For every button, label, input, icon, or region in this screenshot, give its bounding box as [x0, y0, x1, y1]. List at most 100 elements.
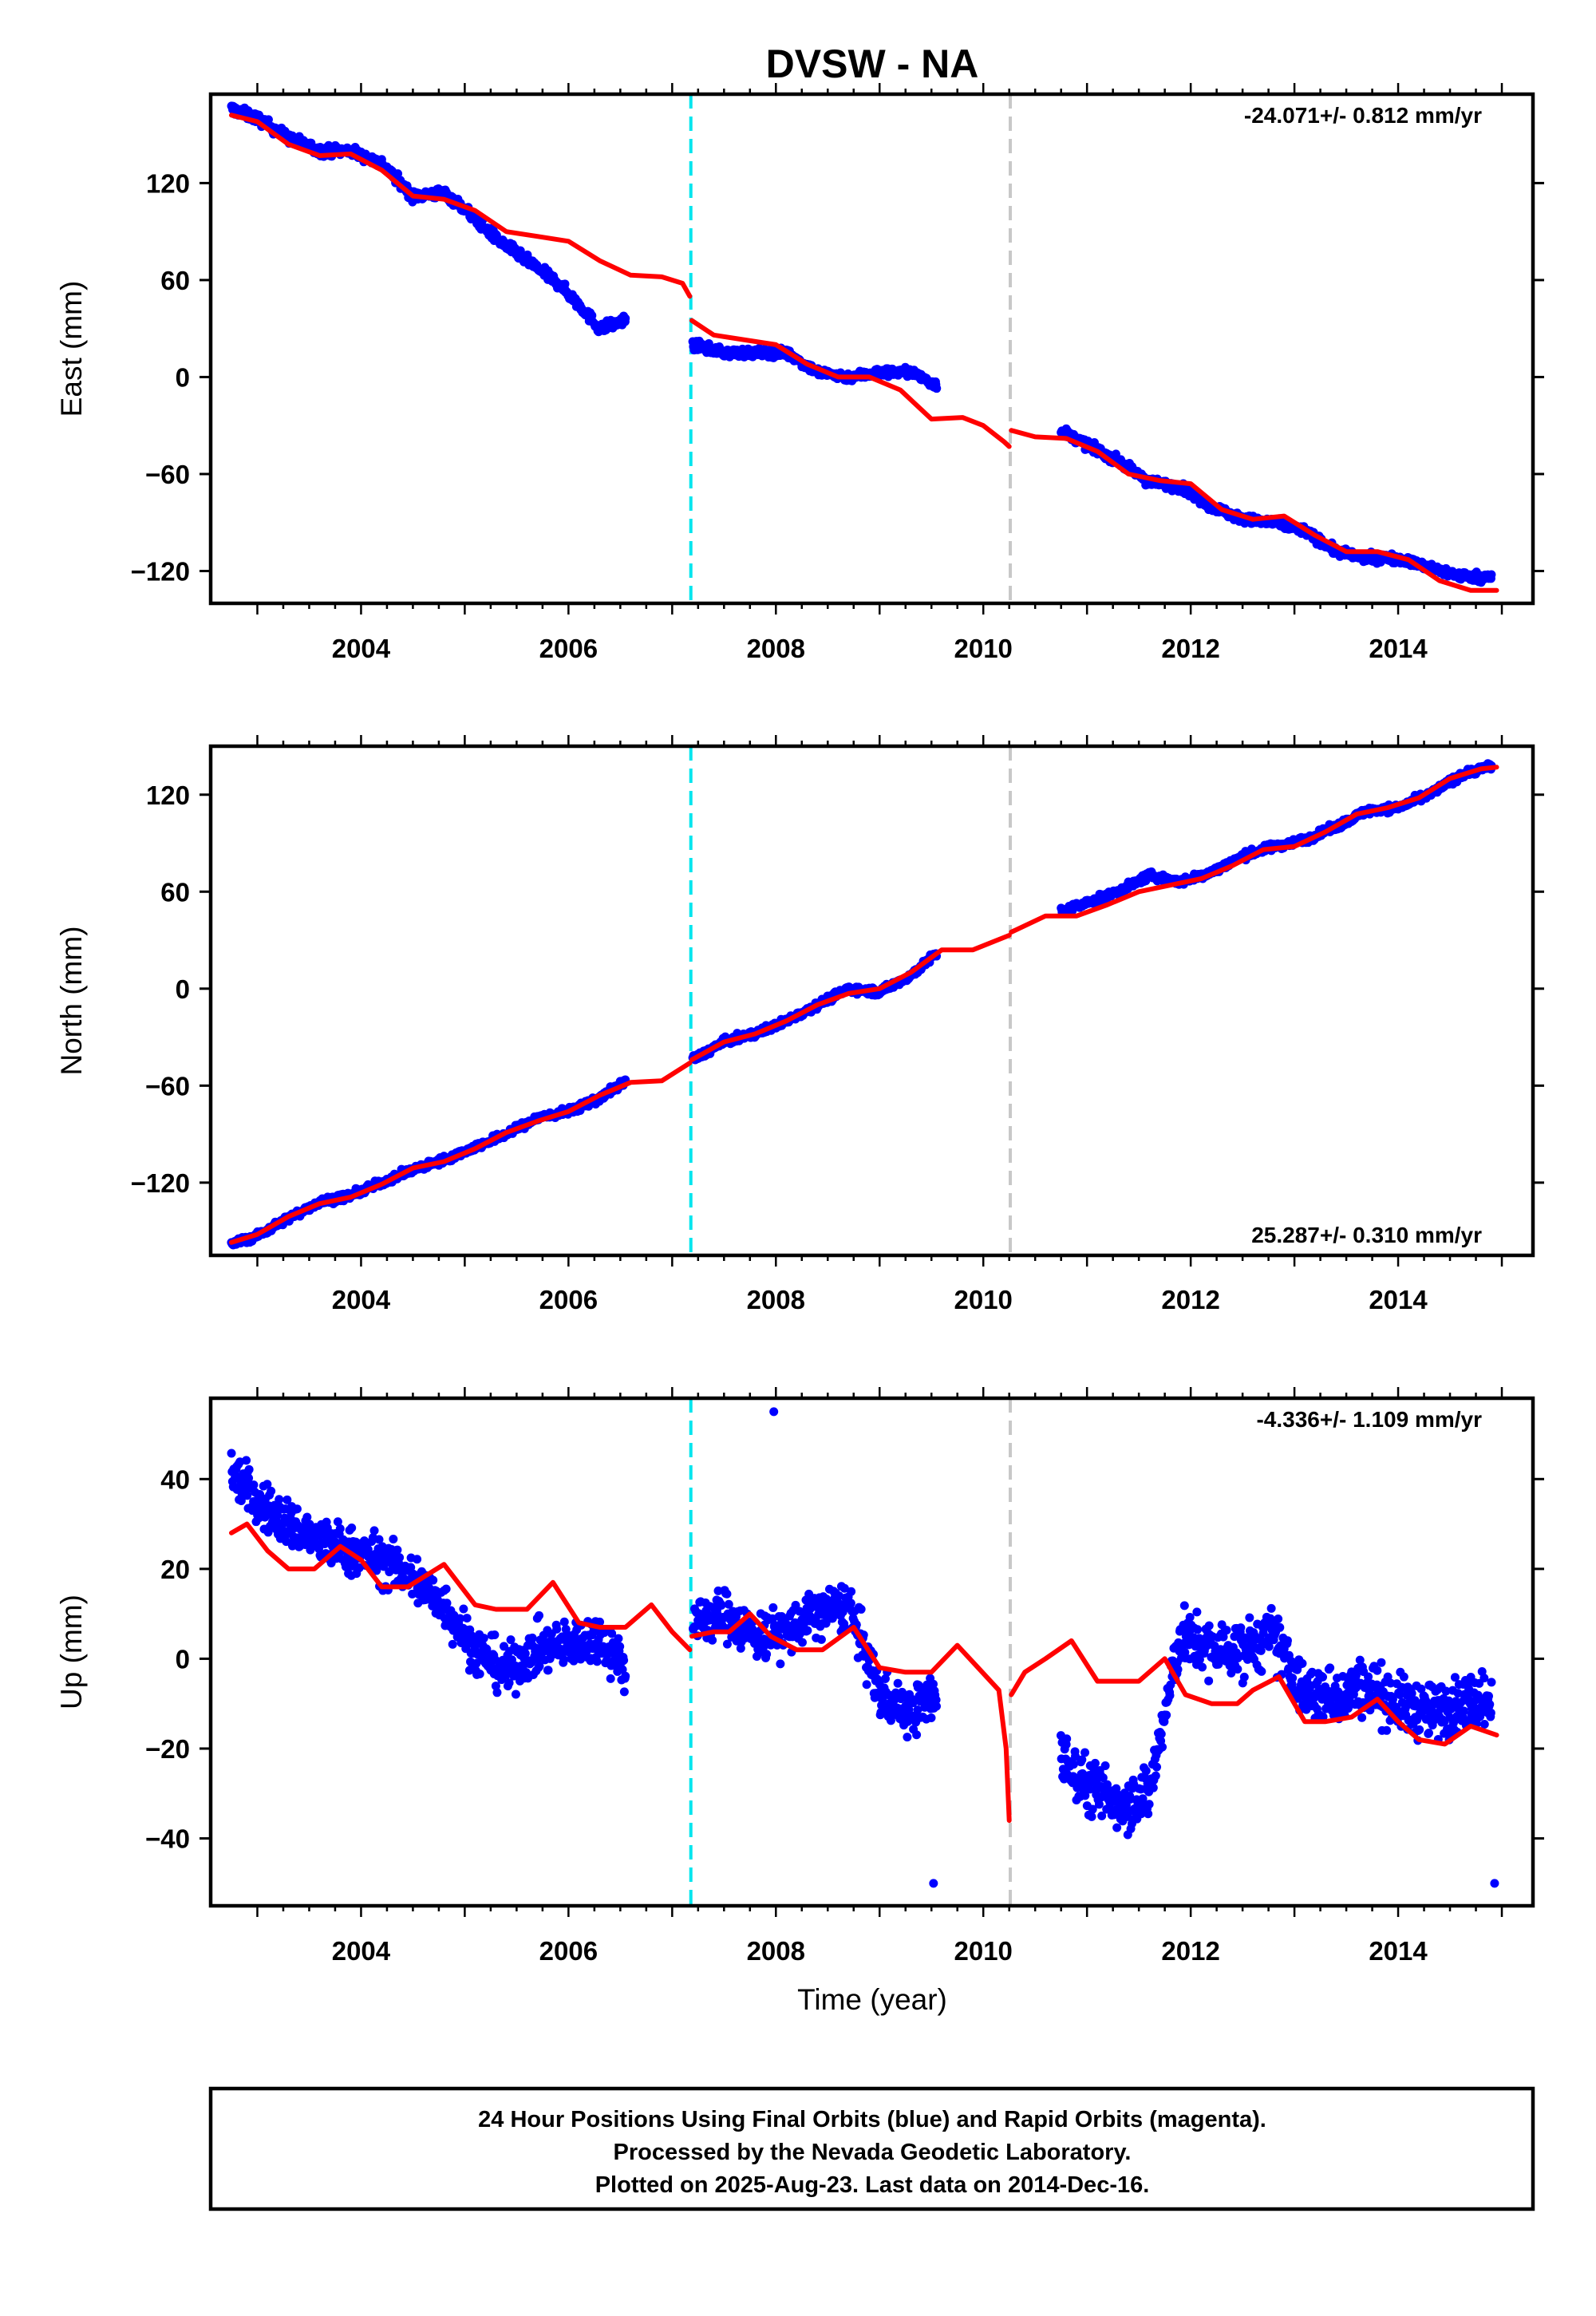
observation-point	[776, 1659, 785, 1669]
observation-point	[592, 1657, 602, 1666]
observation-point	[618, 1665, 627, 1674]
observation-point	[263, 115, 273, 124]
model-line	[229, 113, 693, 299]
observation-point	[413, 1555, 422, 1564]
observation-point	[708, 1635, 717, 1645]
observation-point	[816, 1634, 826, 1644]
observation-point	[263, 1480, 272, 1489]
y-tick-label: −60	[145, 460, 190, 489]
observation-point	[395, 1553, 405, 1563]
observation-point	[621, 314, 630, 323]
observation-point	[615, 1642, 625, 1651]
observation-point	[535, 1662, 544, 1671]
observation-point	[441, 1584, 451, 1594]
observation-point	[267, 1486, 276, 1496]
observation-point	[846, 1599, 855, 1608]
observation-point	[932, 384, 942, 393]
observation-point	[393, 1545, 402, 1555]
y-tick-label: 0	[176, 974, 190, 1004]
observation-point	[236, 1496, 246, 1505]
plot-frame	[208, 744, 1535, 1258]
observation-point	[504, 1678, 514, 1688]
observation-points	[227, 759, 1496, 1250]
rate-label: -24.071+/- 0.812 mm/yr	[1244, 103, 1482, 128]
observation-point	[292, 1504, 302, 1514]
observation-point	[462, 1614, 472, 1623]
observation-point	[856, 1604, 866, 1614]
observation-point	[784, 1624, 793, 1634]
observation-point	[722, 1639, 732, 1649]
observation-point	[243, 1491, 252, 1500]
y-tick-label: 120	[146, 168, 190, 198]
observation-point	[242, 1456, 251, 1465]
observation-point	[560, 279, 570, 289]
observation-point	[275, 1495, 284, 1504]
observation-point	[335, 1524, 345, 1534]
observation-point	[273, 1510, 282, 1520]
observation-point	[736, 1643, 745, 1653]
observation-point	[527, 1633, 537, 1642]
observation-point	[619, 1687, 629, 1697]
observation-point	[389, 1535, 398, 1544]
plot-area	[227, 1398, 1499, 1906]
x-tick-label: 2014	[1369, 1285, 1428, 1314]
observation-point	[506, 1635, 516, 1645]
y-tick-label: −120	[131, 556, 190, 586]
observation-point	[559, 1617, 569, 1626]
observation-point	[374, 1535, 384, 1544]
observation-point	[492, 1688, 502, 1697]
y-axis-label: North (mm)	[55, 926, 88, 1075]
observation-point	[511, 1690, 520, 1699]
observation-point	[282, 1537, 291, 1547]
observation-point	[490, 1630, 500, 1639]
observation-point	[408, 1589, 417, 1599]
observation-point	[282, 1495, 292, 1504]
x-tick-label: 2010	[954, 634, 1012, 663]
observation-points	[227, 101, 1496, 587]
observation-point	[429, 1575, 438, 1585]
observation-point	[244, 1473, 254, 1483]
observation-point	[302, 1512, 312, 1522]
observation-point	[862, 1680, 871, 1690]
observation-point	[442, 1599, 452, 1608]
y-tick-label: 0	[176, 362, 190, 392]
observation-point	[768, 1603, 778, 1612]
x-tick-label: 2008	[747, 634, 805, 663]
observation-point	[606, 1674, 615, 1683]
y-tick-label: 60	[160, 266, 190, 295]
y-tick-label: −60	[145, 1071, 190, 1101]
x-tick-label: 2004	[332, 1285, 391, 1314]
observation-point	[347, 1523, 357, 1532]
observation-point	[456, 1614, 465, 1623]
x-tick-label: 2012	[1161, 634, 1219, 663]
observation-point	[838, 1607, 847, 1617]
observation-point	[847, 1587, 856, 1596]
observation-point	[491, 1682, 500, 1691]
observation-point	[244, 1464, 254, 1474]
observation-point	[834, 1591, 843, 1601]
model-line	[1009, 765, 1499, 935]
observation-point	[713, 1586, 723, 1595]
observation-point	[520, 1649, 530, 1658]
x-tick-label: 2014	[1369, 634, 1428, 663]
chart-title: DVSW - NA	[766, 41, 979, 86]
observation-point	[552, 1624, 562, 1634]
observation-point	[333, 1517, 342, 1527]
plot-frame	[208, 92, 1535, 606]
observation-point	[227, 1448, 236, 1458]
observation-point	[797, 1638, 807, 1647]
plot-area	[227, 94, 1499, 603]
observation-points	[227, 1448, 1496, 1840]
observation-point	[559, 1655, 569, 1665]
y-tick-label: −120	[131, 1168, 190, 1198]
observation-point	[621, 1671, 630, 1681]
observation-point	[534, 1611, 543, 1620]
observation-point	[1487, 570, 1496, 579]
y-axis-label: East (mm)	[55, 281, 88, 417]
observation-point	[595, 1617, 605, 1626]
observation-point	[722, 1589, 732, 1599]
observation-point	[614, 1634, 623, 1643]
